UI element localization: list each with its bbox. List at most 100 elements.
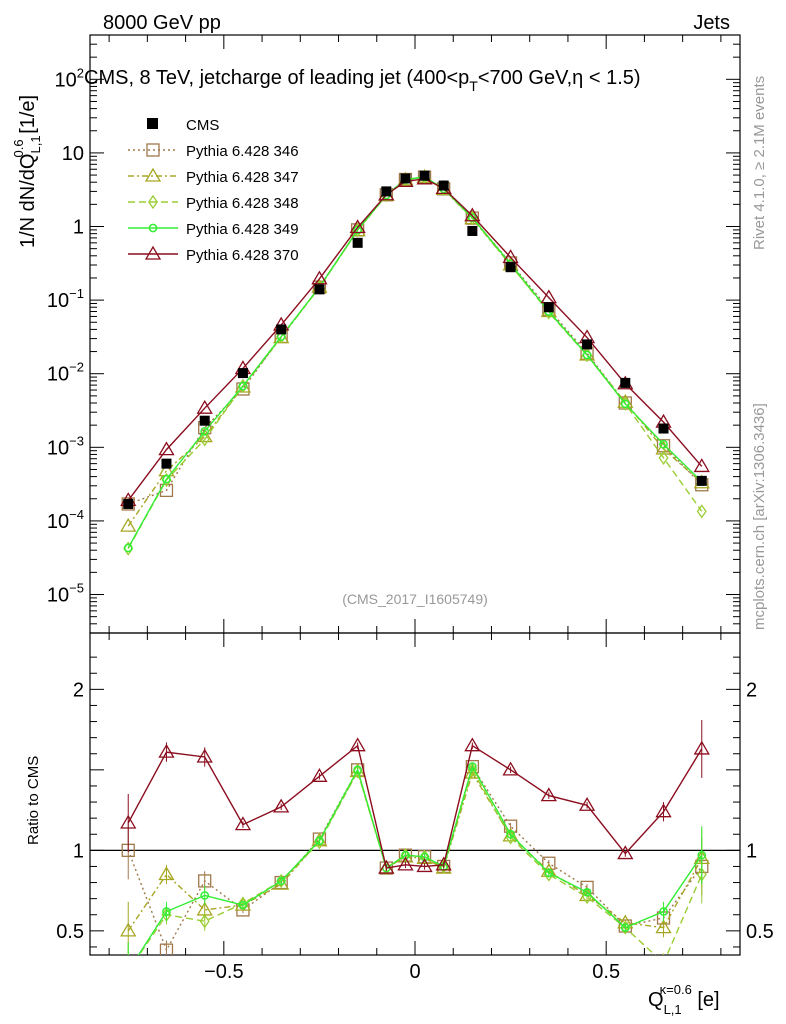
- series-3-point: [238, 381, 248, 391]
- y-tick-label: 10−5: [47, 581, 84, 607]
- series-2-point: [658, 450, 669, 465]
- cms-data-point: [658, 423, 669, 434]
- cms-data-point: [696, 475, 707, 486]
- ratio-series-group: [120, 719, 710, 977]
- legend-label-0: Pythia 6.428 346: [186, 143, 299, 160]
- cms-data-point: [199, 415, 210, 426]
- data-marks-layer: [123, 170, 707, 509]
- x-axis-label-rest: [e]: [692, 989, 720, 1011]
- series-3-ratio-point: [353, 765, 362, 775]
- series-1-ratio-point: [120, 922, 137, 937]
- header-right: Jets: [693, 12, 730, 34]
- series-4-ratio-point: [416, 858, 433, 873]
- series-4-main-line: [127, 178, 703, 501]
- series-3-ratio-point: [162, 907, 171, 916]
- cms-data-point: [543, 302, 554, 313]
- cms-data-point: [352, 237, 363, 248]
- series-1-ratio-line: [127, 769, 703, 932]
- series-0-ratio-point: [159, 943, 174, 955]
- y-tick-label: 10−2: [47, 360, 84, 386]
- ratio-y-axis-label: Ratio to CMS: [25, 756, 42, 845]
- header-left: 8000 GeV pp: [103, 12, 221, 34]
- cms-data-point: [123, 498, 134, 509]
- series-4-ratio-point: [435, 856, 452, 871]
- x-tick-label: 0.5: [592, 961, 620, 983]
- legend-marker-2: [148, 194, 158, 210]
- series-4-ratio-point: [196, 748, 213, 763]
- series-2-ratio-point: [199, 914, 210, 929]
- chart-title-main: CMS, 8 TeV, jetcharge of leading jet (40…: [84, 67, 469, 89]
- series-4-ratio-line: [127, 744, 703, 869]
- y-tick-label: 10: [62, 143, 84, 165]
- cms-data-point: [419, 170, 430, 181]
- series-3-ratio-point: [506, 829, 515, 839]
- x-axis-label-main: Q: [648, 989, 664, 1011]
- series-3-point: [582, 350, 592, 360]
- x-axis-label: QL,1 κ=0.6 [e]: [648, 982, 720, 1017]
- series-4-ratio-point: [502, 761, 519, 776]
- cms-data-point: [161, 458, 172, 469]
- series-4-ratio-point: [234, 816, 252, 831]
- analysis-watermark: (CMS_2017_I1605749): [342, 591, 488, 607]
- ratio-y-tick-label: 0.5: [56, 921, 84, 943]
- ratio-y-tick-label-right: 0.5: [746, 921, 774, 943]
- series-2-ratio-line: [138, 768, 703, 955]
- ratio-plot-frame: [89, 632, 741, 956]
- legend-label-2: Pythia 6.428 348: [186, 195, 299, 212]
- cms-data-point: [237, 368, 248, 379]
- series-4-ratio-point: [378, 859, 395, 874]
- y-axis-label-main: 1/N dN/dQ: [17, 154, 39, 248]
- series-4-ratio-point: [578, 796, 596, 811]
- y-axis-label: 1/N dN/dQL,10.6 [1/e]: [11, 95, 43, 248]
- series-3-point: [162, 474, 171, 484]
- legend-marker-cms: [147, 118, 158, 129]
- legend-label-1: Pythia 6.428 347: [186, 169, 299, 186]
- x-tick-label: 0: [409, 961, 420, 983]
- series-2-ratio-point: [124, 965, 132, 977]
- series-3-ratio-point: [582, 887, 592, 897]
- y-tick-label: 10−3: [47, 433, 84, 459]
- cms-data-point: [582, 339, 593, 350]
- axes-layer: −0.5 0 0.5 10−5 10−4 10−3 10−2 10−1 1 10 102 0.5 0.5…: [47, 34, 774, 983]
- series-4-ratio-point: [655, 803, 672, 818]
- series-3-point: [659, 439, 668, 449]
- cms-data-point: [314, 284, 325, 295]
- series-3-ratio-point: [620, 923, 630, 932]
- cms-data-point: [400, 173, 411, 184]
- cms-data-point: [438, 180, 449, 191]
- series-4-ratio-point: [464, 737, 481, 752]
- series-3-main-line: [127, 176, 703, 549]
- series-2-ratio-point: [543, 867, 554, 882]
- series-2-ratio-point: [237, 896, 248, 911]
- legend-marker-0: [146, 143, 160, 157]
- y-tick-label: 1: [73, 217, 84, 239]
- legend-marker-1: [144, 167, 162, 182]
- cms-data-point: [381, 186, 392, 197]
- series-lines-layer: [120, 168, 710, 977]
- series-3-ratio-point: [697, 850, 707, 860]
- cms-data-point: [467, 225, 478, 236]
- series-4-point: [158, 441, 175, 456]
- series-4-point: [349, 219, 366, 234]
- series-4-point: [693, 458, 710, 473]
- series-3-point: [123, 543, 133, 553]
- y-tick-label: 10−1: [47, 286, 84, 312]
- series-3-ratio-point: [238, 900, 248, 910]
- series-4-ratio-point: [311, 767, 328, 782]
- series-2-ratio-point: [352, 764, 363, 779]
- y-axis-label-rest: [1/e]: [17, 95, 39, 139]
- series-4-ratio-point: [158, 743, 175, 758]
- chart-title: CMS, 8 TeV, jetcharge of leading jet (40…: [84, 67, 641, 94]
- series-4-point: [196, 399, 213, 414]
- ratio-y-tick-label: 2: [73, 679, 84, 701]
- series-2-point: [696, 504, 707, 519]
- series-4-point: [311, 270, 328, 285]
- series-3-ratio-point: [659, 907, 668, 916]
- series-3-ratio-point: [276, 876, 286, 886]
- x-tick-label: −0.5: [204, 961, 243, 983]
- series-3-point: [200, 426, 210, 436]
- series-3-ratio-point: [125, 968, 132, 975]
- series-4-ratio-point: [273, 798, 290, 813]
- legend-label-cms: CMS: [186, 117, 219, 134]
